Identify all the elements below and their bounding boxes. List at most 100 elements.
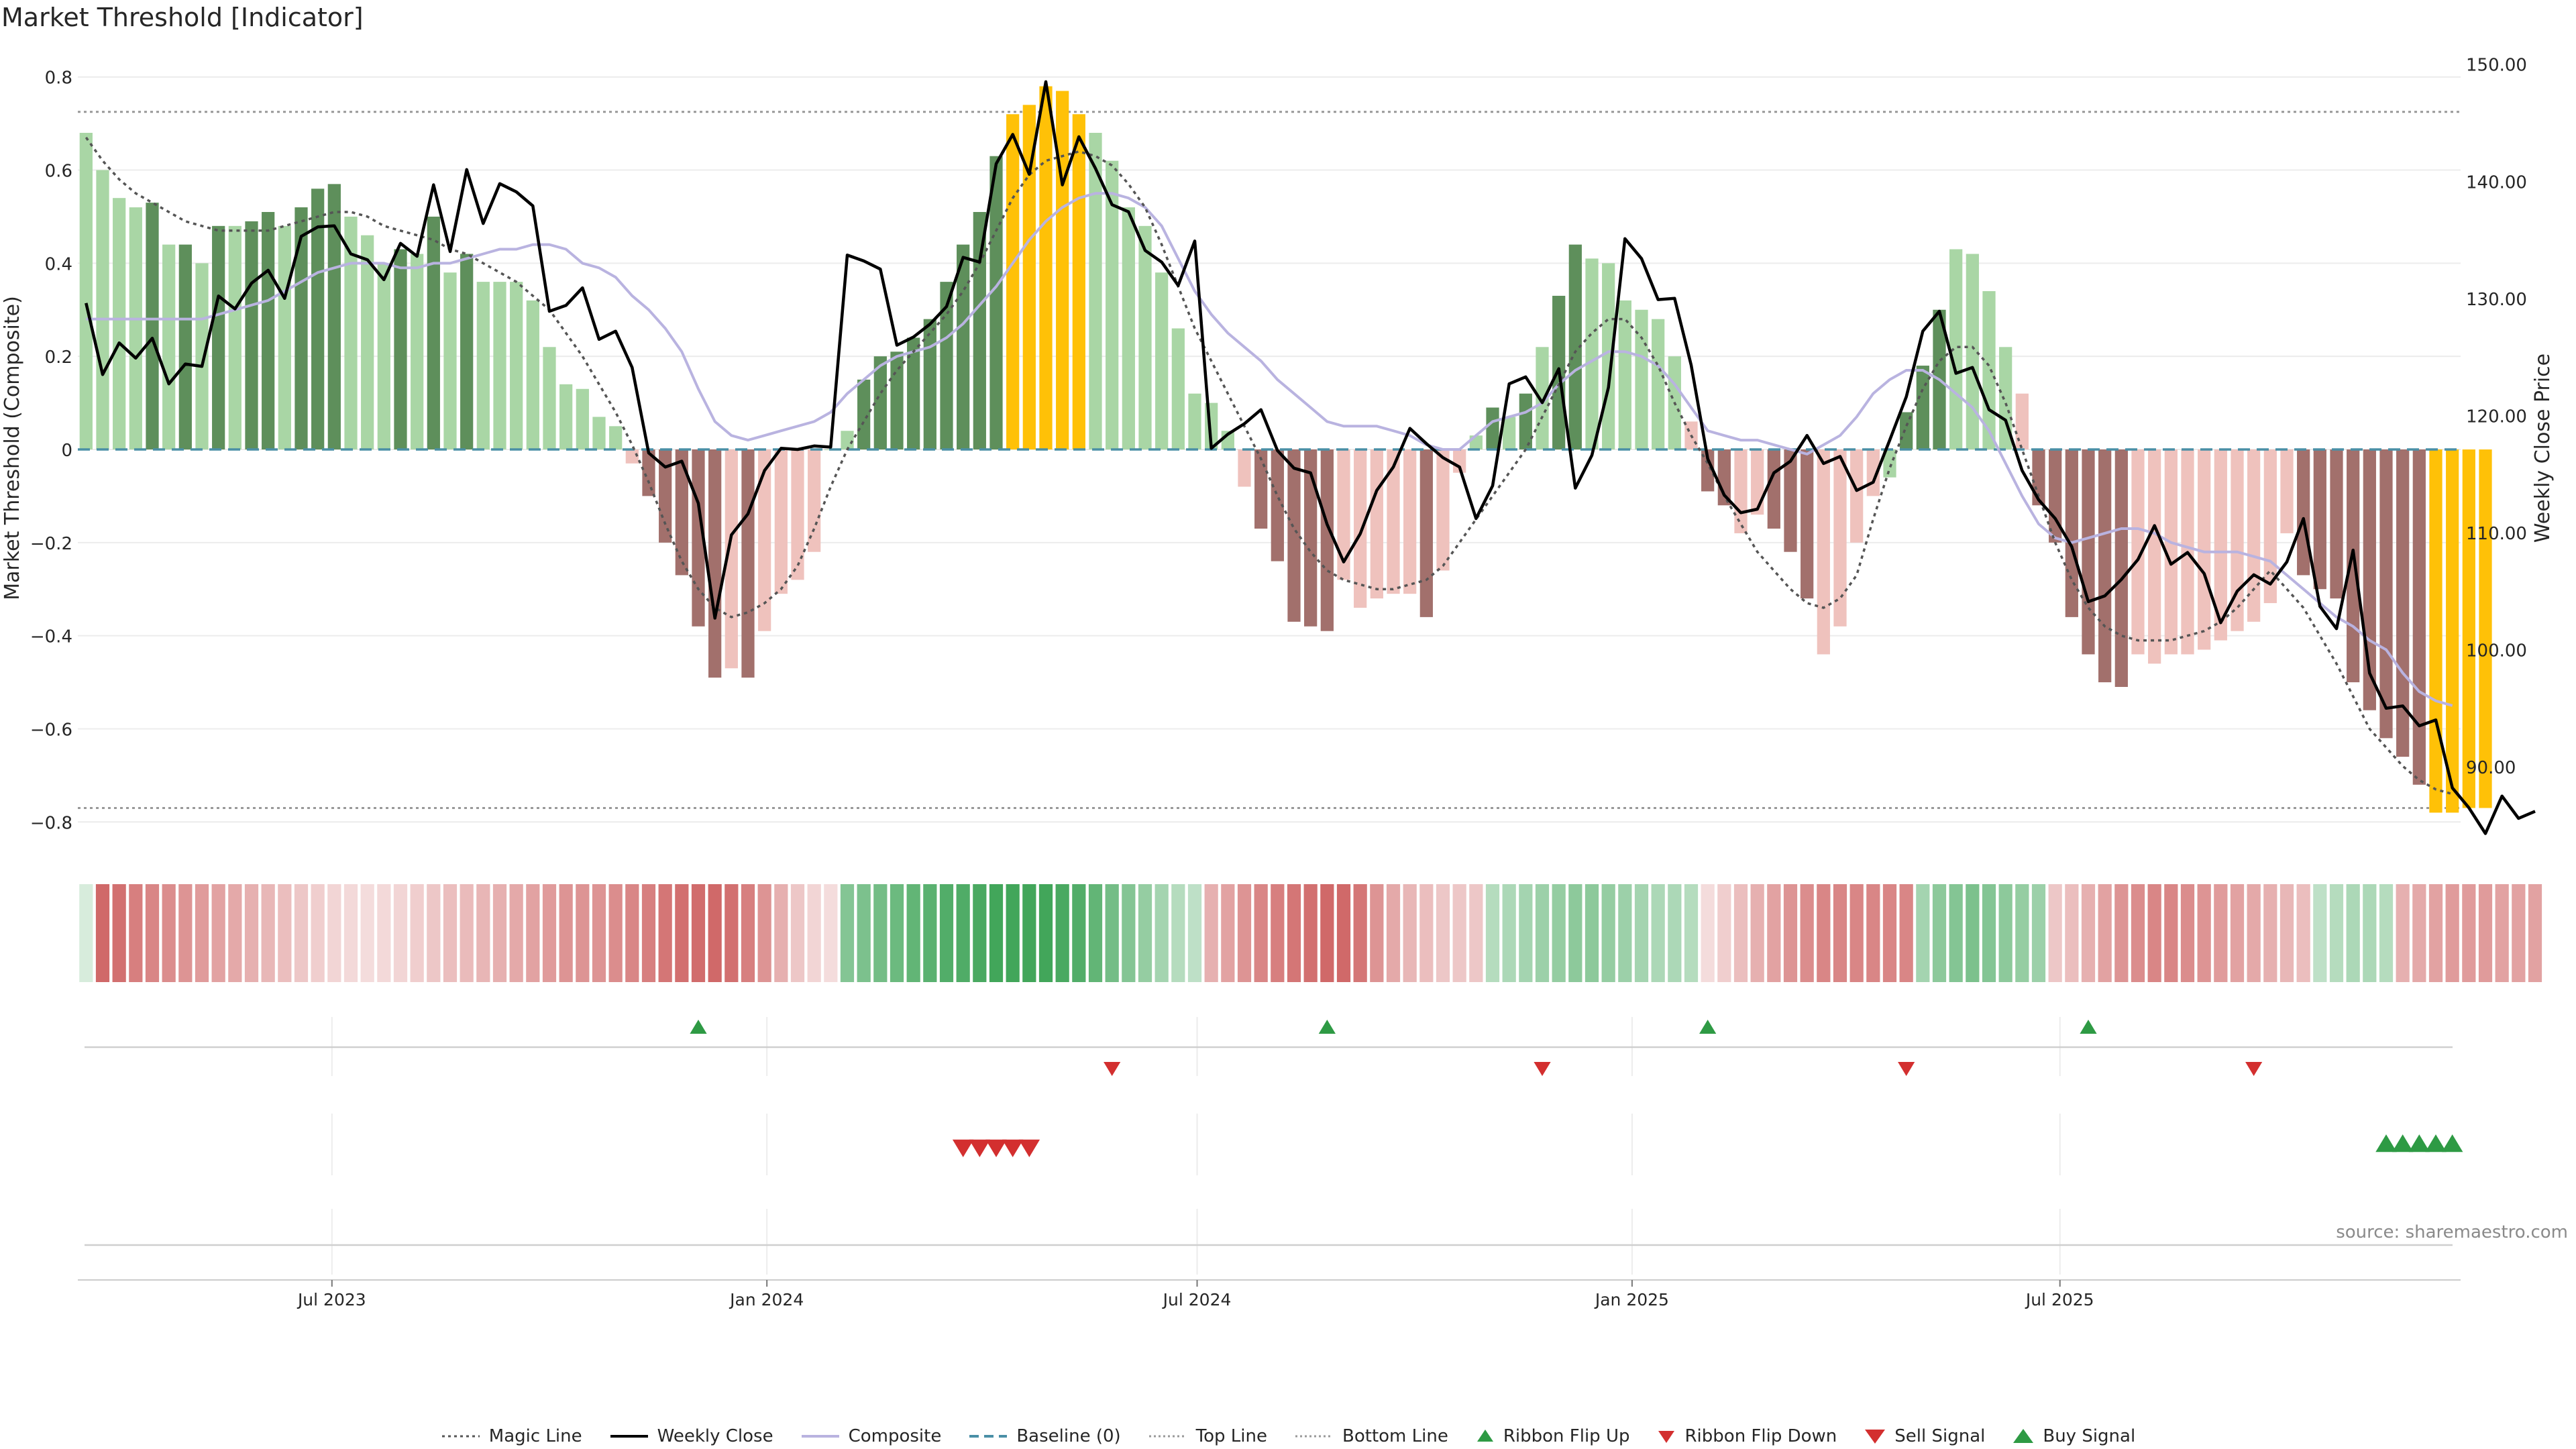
ribbon-cell [443, 884, 458, 982]
composite-bar [377, 263, 390, 449]
composite-bar [543, 347, 556, 449]
ribbon-cell [1982, 884, 1996, 982]
ribbon-cell [2412, 884, 2426, 982]
composite-bar [1784, 449, 1797, 552]
ribbon-cell [658, 884, 672, 982]
ribbon-cell [1006, 884, 1020, 982]
composite-bar [460, 254, 474, 449]
ribbon-cell [112, 884, 126, 982]
composite-bar [2131, 449, 2145, 655]
ribbon-flip-up-marker [1699, 1020, 1717, 1034]
composite-bar [2231, 449, 2244, 631]
composite-bar [1701, 449, 1715, 492]
composite-bar [79, 133, 93, 449]
ribbon-cell [691, 884, 706, 982]
composite-bar [1519, 393, 1532, 449]
composite-bar [1039, 86, 1053, 449]
ribbon-cell [1469, 884, 1483, 982]
ribbon-cell [178, 884, 193, 982]
legend-item-magic-line: Magic Line [441, 1426, 582, 1446]
composite-bar [1304, 449, 1318, 627]
composite-bar [1635, 309, 1648, 449]
ribbon-cell [906, 884, 920, 982]
legend-item-sell-signal: Sell Signal [1864, 1426, 1985, 1446]
ribbon-flip-down-marker [2245, 1062, 2263, 1076]
axes: 0.8 0.6 0.4 0.2 0 −0.2 −0.4 −0.6 −0.8 150.00 140.0… [30, 56, 2527, 834]
ribbon-cell [2164, 884, 2178, 982]
composite-bar [2049, 449, 2062, 543]
ribbon-cell [989, 884, 1004, 982]
composite-bar [1089, 133, 1102, 449]
composite-bar [1585, 258, 1599, 449]
composite-bar [841, 431, 854, 449]
ribbon-cell [2296, 884, 2310, 982]
ribbon-cell [1171, 884, 1185, 982]
sell-signal-marker [969, 1139, 991, 1157]
composite-bar [2098, 449, 2112, 683]
composite-bar [526, 300, 539, 449]
ribbon-cell [973, 884, 987, 982]
lavender-line-icon [801, 1435, 839, 1438]
ribbon-cell [476, 884, 490, 982]
ribbon-cell [807, 884, 821, 982]
composite-bar [113, 198, 126, 449]
composite-bar [2280, 449, 2294, 533]
ribbon-cell [1221, 884, 1235, 982]
y2-tick-label: 110.00 [2466, 524, 2527, 544]
composite-bar [2198, 449, 2211, 650]
y-tick-label: 0.6 [45, 162, 72, 182]
ribbon-cell [2478, 884, 2493, 982]
ribbon-cell [2346, 884, 2360, 982]
composite-bar [361, 235, 374, 449]
composite-bar [791, 449, 804, 580]
composite-bar [129, 207, 142, 449]
composite-bar [1916, 366, 1929, 449]
legend-item-top-line: Top Line [1148, 1426, 1267, 1446]
ribbon-cell [1038, 884, 1053, 982]
ribbon-cell [327, 884, 341, 982]
composite-bar [311, 189, 325, 449]
ribbon-flip-up-marker [1318, 1020, 1336, 1034]
y-tick-label: −0.6 [30, 720, 72, 740]
composite-bar [592, 417, 606, 449]
ribbon-cell [1817, 884, 1831, 982]
composite-bar [1254, 449, 1268, 529]
ribbon-cell [2180, 884, 2195, 982]
composite-bar [2429, 449, 2443, 813]
ribbon-cell [840, 884, 855, 982]
composite-bar [2313, 449, 2326, 590]
magic-line [85, 136, 2453, 796]
legend-label: Bottom Line [1342, 1426, 1448, 1446]
composite-bar [609, 426, 623, 449]
dotted-grey-line-icon [1148, 1435, 1187, 1438]
composite-bar [1138, 225, 1152, 449]
ribbon-cell [2512, 884, 2526, 982]
source-credit: source: sharemaestro.com [2336, 1222, 2568, 1242]
legend-item-baseline: Baseline (0) [968, 1426, 1121, 1446]
ribbon-cell [2048, 884, 2062, 982]
composite-bar [989, 156, 1003, 450]
legend-label: Top Line [1195, 1426, 1267, 1446]
composite-bar [1833, 449, 1847, 627]
composite-bar [724, 449, 738, 669]
ribbon-cell [1767, 884, 1781, 982]
ribbon-cell [1072, 884, 1086, 982]
legend-label: Ribbon Flip Up [1503, 1426, 1630, 1446]
legend-item-buy-signal: Buy Signal [2012, 1426, 2135, 1446]
composite-bar [2015, 393, 2029, 449]
composite-bar [96, 170, 109, 449]
composite-bar [2396, 449, 2410, 757]
signal-panels [85, 1017, 2463, 1275]
x-axis: Jul 2023 Jan 2024 Jul 2024 Jan 2025 Jul 2025 [78, 1279, 2461, 1309]
ribbon-cell [559, 884, 573, 982]
legend: Magic Line Weekly Close Composite Baseli… [0, 1426, 2576, 1446]
composite-bar [327, 184, 341, 449]
ribbon-cell [244, 884, 259, 982]
composite-bar [774, 449, 788, 594]
buy-signal-marker [2425, 1134, 2447, 1152]
composite-bar [1320, 449, 1334, 631]
y2-tick-label: 100.00 [2466, 641, 2527, 661]
legend-item-composite: Composite [800, 1426, 941, 1446]
y-tick-label: −0.4 [30, 627, 72, 647]
ribbon-cell [1833, 884, 1847, 982]
